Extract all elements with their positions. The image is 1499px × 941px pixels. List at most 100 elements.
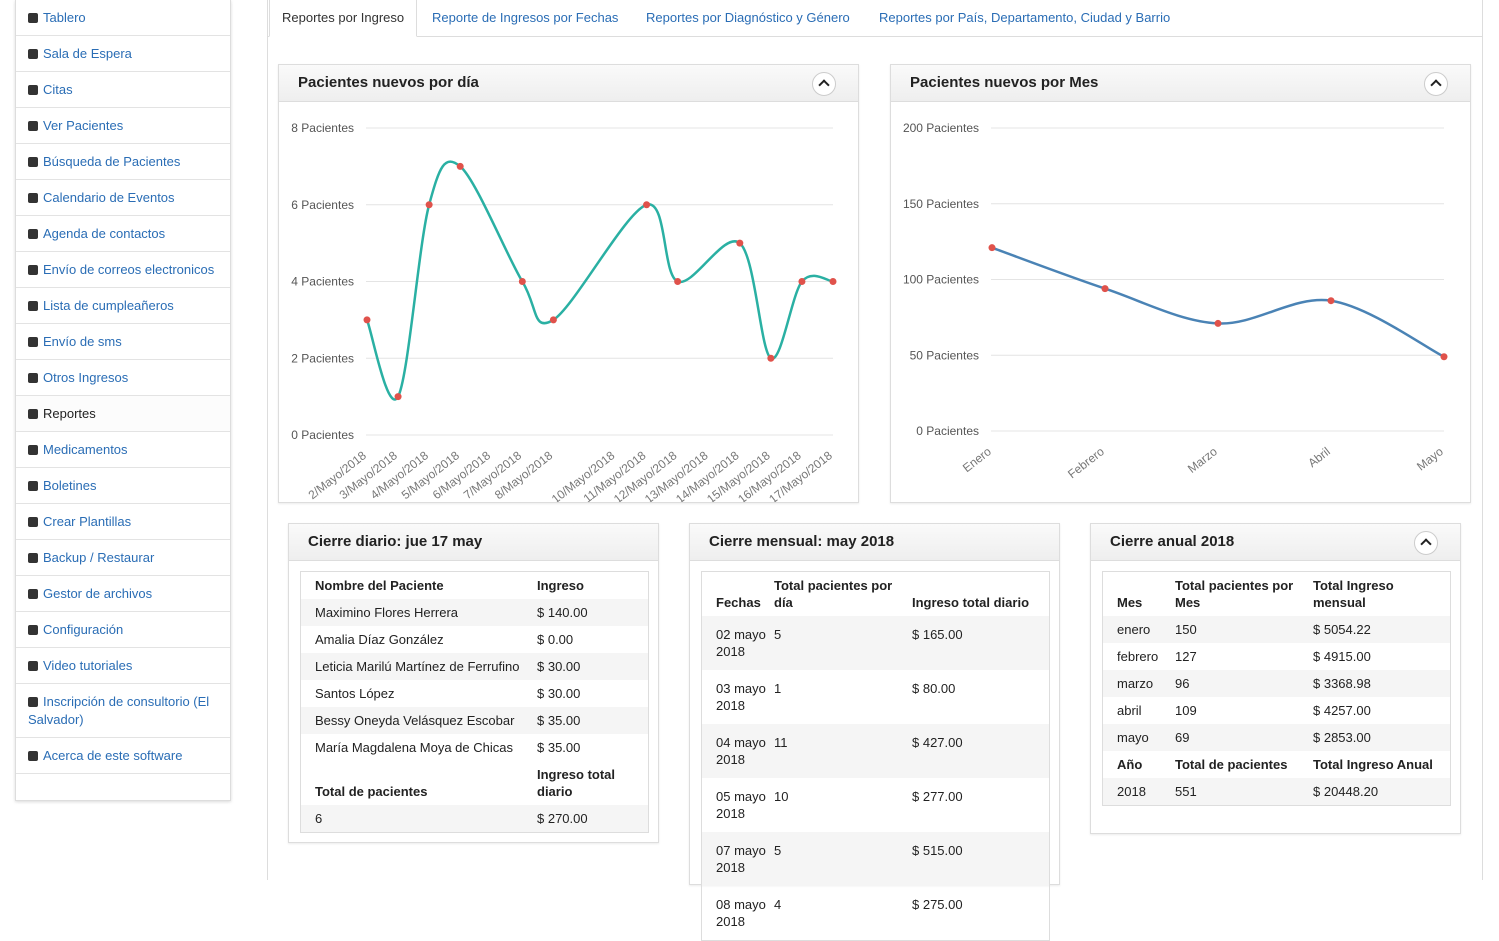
column-header: Ingreso total diario [912, 595, 1030, 610]
nav-item[interactable]: Agenda de contactos [16, 216, 230, 252]
point [829, 278, 837, 285]
footer-header: Año [1103, 751, 1171, 778]
y-tick-label: 0 Pacientes [291, 428, 354, 442]
table-row: Bessy Oneyda Velásquez Escobar $ 35.00 [301, 707, 648, 734]
nav-label: Tablero [43, 10, 86, 25]
nav-label: Configuración [43, 622, 124, 637]
nav-item[interactable]: Tablero [16, 0, 230, 36]
table-row: marzo 96 $ 3368.98 [1103, 670, 1450, 697]
table-head: Fechas Total pacientes por día Ingreso tot… [702, 572, 1049, 616]
column-header: Mes [1117, 595, 1143, 610]
nav-label: Envío de correos electronicos [43, 262, 215, 277]
collapse-button[interactable] [1414, 531, 1438, 555]
table-row: mayo 69 $ 2853.00 [1103, 724, 1450, 751]
point [1101, 285, 1109, 293]
nav-label: Boletines [43, 478, 97, 493]
column-header: Fechas [716, 595, 761, 610]
table-row: 04 mayo 2018 11 $ 427.00 [702, 724, 1049, 778]
icon [28, 157, 38, 167]
table-box: Fechas Total pacientes por día Ingreso tot… [701, 571, 1050, 941]
table-box: Mes Total pacientes por Mes Total Ingreso … [1102, 571, 1451, 806]
panel-title: Cierre anual 2018 [1091, 524, 1460, 561]
collapse-button[interactable] [1424, 72, 1448, 96]
x-tick-label: Abril [1305, 444, 1333, 470]
point [1327, 297, 1335, 305]
nav-item[interactable]: Envío de correos electronicos [16, 252, 230, 288]
line [991, 246, 1445, 358]
point [1440, 353, 1448, 361]
nav-item[interactable]: Configuración [16, 612, 230, 648]
nav-label: Envío de sms [43, 334, 122, 349]
cell: $ 275.00 [912, 897, 963, 912]
table-row: Amalia Díaz González $ 0.00 [301, 626, 648, 653]
cell: $ 4915.00 [1313, 649, 1371, 664]
icon [28, 301, 38, 311]
header-row: Nombre del Paciente Ingreso [301, 572, 648, 599]
nav-item[interactable]: Boletines [16, 468, 230, 504]
cell: mayo [1103, 724, 1171, 751]
point [518, 278, 526, 285]
nav-label: Agenda de contactos [43, 226, 166, 241]
point [643, 201, 651, 209]
nav-item[interactable]: Crear Plantillas [16, 504, 230, 540]
nav-item[interactable]: Citas [16, 72, 230, 108]
table-row: 03 mayo 2018 1 $ 80.00 [702, 670, 1049, 724]
icon [28, 625, 38, 635]
icon [28, 193, 38, 203]
nav-item[interactable]: Sala de Espera [16, 36, 230, 72]
table-row: María Magdalena Moya de Chicas $ 35.00 [301, 734, 648, 761]
collapse-button[interactable] [812, 72, 836, 96]
nav-item[interactable]: Lista de cumpleañeros [16, 288, 230, 324]
nav-label: Otros Ingresos [43, 370, 129, 385]
table-head: Nombre del Paciente Ingreso [301, 572, 648, 599]
cell: enero [1103, 616, 1171, 643]
nav-item[interactable]: Otros Ingresos [16, 360, 230, 396]
nav-item[interactable]: Backup / Restaurar [16, 540, 230, 576]
nav-label: Crear Plantillas [43, 514, 132, 529]
panel-title: Pacientes nuevos por día [279, 65, 858, 102]
cell: 150 [1171, 616, 1309, 643]
nav-item[interactable]: Medicamentos [16, 432, 230, 468]
cell: 08 mayo 2018 [716, 897, 766, 929]
header-row: Fechas Total pacientes por día Ingreso tot… [702, 572, 1049, 616]
nav-item[interactable]: Acerca de este software [16, 738, 230, 774]
footer-header: Ingreso total diario [533, 761, 648, 805]
nav-item[interactable]: Envío de sms [16, 324, 230, 360]
table: Fechas Total pacientes por día Ingreso tot… [702, 572, 1049, 940]
nav-label: Gestor de archivos [43, 586, 153, 601]
nav-item[interactable]: Gestor de archivos [16, 576, 230, 612]
cell: $ 80.00 [912, 681, 956, 696]
chart: 0 Pacientes 2 Pacientes 4 Pacientes 6 Pacie… [291, 121, 837, 502]
cell: María Magdalena Moya de Chicas [315, 740, 513, 755]
table-box: Nombre del Paciente Ingreso Maximino Flore… [300, 571, 649, 833]
cell: $ 2853.00 [1309, 724, 1450, 751]
icon [28, 49, 38, 59]
nav-item[interactable]: Inscripción de consultorio (El Salvador) [16, 684, 230, 738]
tab[interactable]: Reporte de Ingresos por Fechas [432, 10, 619, 25]
nav-item[interactable]: Ver Pacientes [16, 108, 230, 144]
point [456, 162, 464, 170]
tab[interactable]: Reportes por Diagnóstico y Género [646, 10, 850, 25]
icon [28, 13, 38, 23]
cell: febrero [1117, 649, 1159, 664]
panel-title: Cierre mensual: may 2018 [690, 524, 1059, 561]
tab[interactable]: Reportes por Ingreso [269, 0, 418, 37]
footer-header: Total de pacientes [1171, 751, 1309, 778]
nav-item[interactable]: Video tutoriales [16, 648, 230, 684]
cell: 109 [1175, 703, 1197, 718]
icon [28, 85, 38, 95]
nav-label: Medicamentos [43, 442, 128, 457]
nav-item[interactable]: Calendario de Eventos [16, 180, 230, 216]
icon [28, 661, 38, 671]
point [736, 239, 744, 247]
nav-item[interactable]: Reportes [16, 396, 230, 432]
table-panel: Cierre mensual: may 2018 Fechas Total paci… [689, 523, 1060, 941]
page: {"sidebar":["Tablero","Sala de Espera","… [0, 0, 1499, 874]
tab[interactable]: Reportes por País, Departamento, Ciudad … [879, 10, 1171, 25]
nav-item[interactable]: Búsqueda de Pacientes [16, 144, 230, 180]
table-panel: Cierre anual 2018 Mes Total pacientes por … [1090, 523, 1461, 834]
point [674, 278, 682, 285]
table-row: Santos López $ 30.00 [301, 680, 648, 707]
y-tick-label: 4 Pacientes [291, 275, 354, 289]
point [767, 354, 775, 362]
